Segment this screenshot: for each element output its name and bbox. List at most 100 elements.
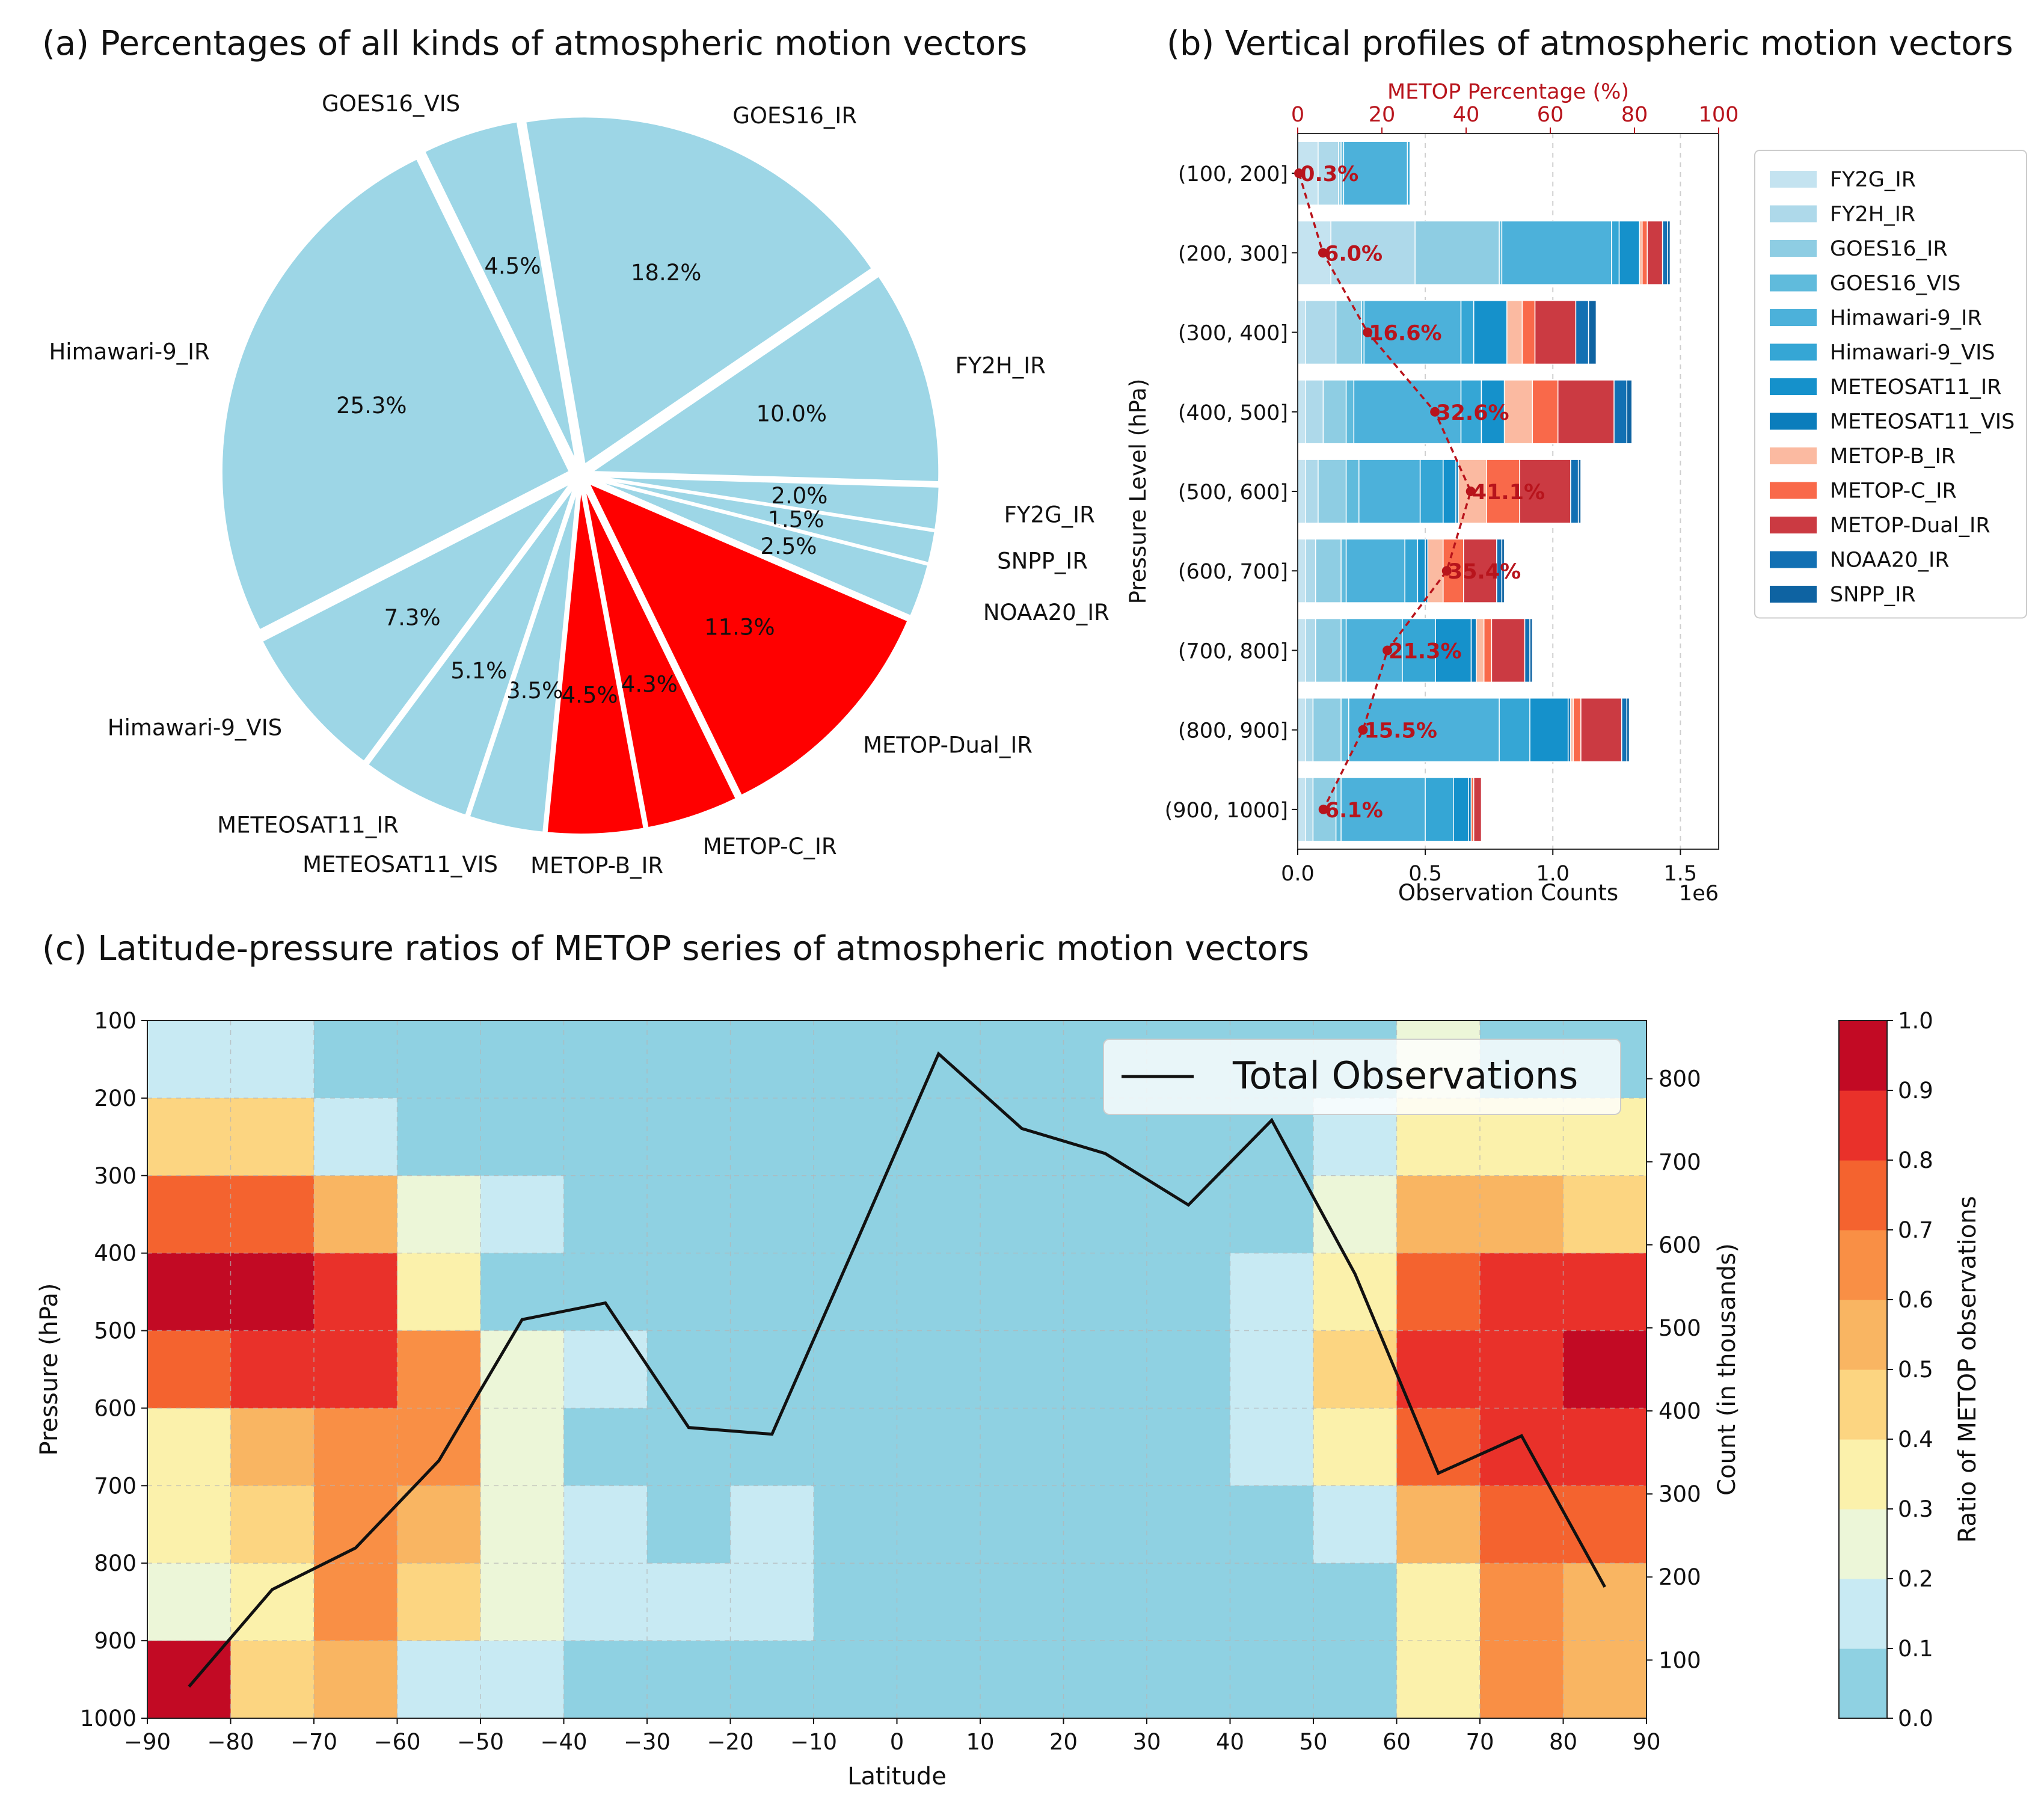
heatmap-cell <box>480 1563 565 1641</box>
pie-category-label: NOAA20_IR <box>983 600 1109 625</box>
heatmap-y2tick-label: 400 <box>1659 1398 1701 1424</box>
heatmap-cell <box>480 1485 565 1564</box>
pie-pct-label: 25.3% <box>336 393 407 419</box>
colorbar-tick-label: 1.0 <box>1898 1008 1933 1034</box>
heatmap-cell <box>1563 1485 1647 1564</box>
heatmap-cell <box>647 1485 731 1564</box>
bar-ytick-label: (300, 400] <box>1178 322 1288 346</box>
pie-category-label: METOP-Dual_IR <box>863 732 1033 758</box>
heatmap-cell <box>314 1485 398 1564</box>
heatmap-xtick-label: −30 <box>624 1729 671 1755</box>
heatmap-cell <box>814 1021 898 1099</box>
heatmap-cell <box>647 1563 731 1641</box>
heatmap-y2tick-label: 700 <box>1659 1149 1701 1175</box>
heatmap-xtick-label: −10 <box>790 1729 837 1755</box>
heatmap-cell <box>1230 1408 1314 1486</box>
bar-legend-label: NOAA20_IR <box>1830 548 1950 573</box>
heatmap-xtick-label: −20 <box>707 1729 753 1755</box>
pie-category-label: SNPP_IR <box>997 548 1088 574</box>
bar-legend-label: METEOSAT11_VIS <box>1830 410 2015 434</box>
bar-xtick-label: 1.0 <box>1536 862 1570 886</box>
bar-segment <box>1529 698 1569 763</box>
bar-legend-label: GOES16_VIS <box>1830 272 1961 296</box>
metop-percentage-point <box>1383 645 1393 656</box>
heatmap-ytick-label: 700 <box>94 1473 137 1499</box>
heatmap-cell <box>230 1021 315 1099</box>
bar-segment <box>1667 220 1671 285</box>
pie-category-label: Himawari-9_IR <box>49 339 209 365</box>
heatmap-cell <box>147 1408 232 1486</box>
bar-legend-swatch <box>1770 171 1817 188</box>
heatmap-y2tick-label: 800 <box>1659 1066 1701 1092</box>
pie-pct-label: 3.5% <box>506 678 563 704</box>
heatmap-cell <box>147 1485 232 1564</box>
bar-legend-swatch <box>1770 205 1817 223</box>
colorbar-segment <box>1839 1300 1887 1370</box>
heatmap-cell <box>1480 1563 1564 1641</box>
heatmap-cell <box>563 1098 648 1176</box>
heatmap-cell <box>647 1175 731 1254</box>
pie-slice <box>422 120 579 465</box>
colorbar-segment <box>1839 1439 1887 1510</box>
bar-plot-frame <box>1297 133 1719 850</box>
heatmap-xtick-label: −90 <box>124 1729 171 1755</box>
heatmap-cell <box>1396 1563 1481 1641</box>
heatmap-cell <box>147 1563 232 1641</box>
bar-segment <box>1318 141 1339 206</box>
heatmap-cell <box>397 1330 481 1409</box>
heatmap-cell <box>1230 1563 1314 1641</box>
heatmap-cell <box>1313 1563 1398 1641</box>
heatmap-cell <box>980 1641 1064 1719</box>
heatmap-cell <box>1063 1563 1147 1641</box>
heatmap-cell <box>397 1641 481 1719</box>
bar-segment <box>1318 459 1347 524</box>
heatmap-xtick-label: −50 <box>457 1729 504 1755</box>
heatmap-cell <box>730 1408 814 1486</box>
bar-segment <box>1435 618 1472 683</box>
heatmap-xtick-label: −60 <box>373 1729 420 1755</box>
heatmap-cell <box>730 1098 814 1176</box>
heatmap-cell <box>1147 1408 1231 1486</box>
heatmap-cell <box>480 1641 565 1719</box>
bar-legend-swatch <box>1770 413 1817 430</box>
colorbar-label: Ratio of METOP observations <box>1954 1196 1981 1543</box>
bar-segment <box>1343 141 1408 206</box>
metop-percentage-point <box>1465 487 1476 496</box>
metop-percentage-point <box>1358 725 1368 735</box>
pie-pct-label: 4.5% <box>484 253 541 279</box>
heatmap-cell <box>814 1563 898 1641</box>
bar-segment <box>1453 777 1469 842</box>
heatmap-xlabel: Latitude <box>847 1763 947 1790</box>
bar-segment <box>1626 698 1630 763</box>
heatmap-cell <box>314 1330 398 1409</box>
colorbar-segment <box>1839 1021 1887 1091</box>
heatmap-cell <box>1313 1408 1398 1486</box>
metop-percentage-label: 41.1% <box>1472 481 1545 505</box>
bar-segment <box>1534 299 1577 365</box>
bar-legend-label: METOP-B_IR <box>1830 444 1956 468</box>
colorbar-tick-label: 0.5 <box>1898 1357 1933 1383</box>
heatmap-cell <box>314 1408 398 1486</box>
metop-percentage-label: 6.0% <box>1324 242 1383 266</box>
heatmap-cell <box>1063 1408 1147 1486</box>
pie-slice <box>590 477 930 618</box>
bar-legend-swatch <box>1770 378 1817 395</box>
bar-legend-swatch <box>1770 482 1817 499</box>
bar-segment <box>1501 220 1612 285</box>
bar-segment <box>1340 777 1426 842</box>
colorbar-tick-label: 0.1 <box>1898 1636 1933 1662</box>
heatmap-cell <box>147 1098 232 1176</box>
heatmap-ytick-label: 400 <box>94 1241 137 1267</box>
heatmap-ytick-label: 200 <box>94 1086 137 1111</box>
bar-ytick-label: (400, 500] <box>1178 401 1288 425</box>
bar-ytick-label: (200, 300] <box>1178 242 1288 266</box>
heatmap-cell <box>563 1253 648 1332</box>
heatmap-cell <box>1147 1563 1231 1641</box>
heatmap-cell <box>230 1641 315 1719</box>
bar-top-tick-label: 80 <box>1621 103 1648 127</box>
heatmap-cell <box>397 1485 481 1564</box>
metop-percentage-label: 21.3% <box>1389 639 1461 663</box>
heatmap-cell <box>980 1330 1064 1409</box>
heatmap-cell <box>1396 1485 1481 1564</box>
